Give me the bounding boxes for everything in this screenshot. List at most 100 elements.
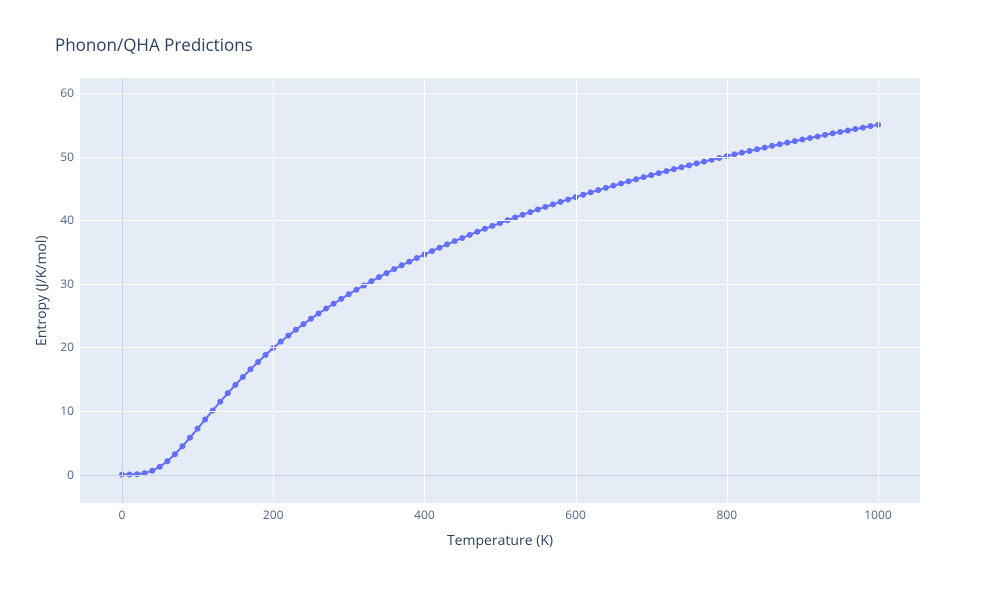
series-marker[interactable] <box>769 143 775 149</box>
series-marker[interactable] <box>822 132 828 138</box>
series-marker[interactable] <box>263 352 269 358</box>
series-marker[interactable] <box>535 206 541 212</box>
series-marker[interactable] <box>542 204 548 210</box>
series-marker[interactable] <box>845 127 851 133</box>
series-marker[interactable] <box>799 137 805 143</box>
series-marker[interactable] <box>414 255 420 261</box>
series-marker[interactable] <box>437 245 443 251</box>
gridline-vertical <box>424 78 425 503</box>
series-marker[interactable] <box>429 248 435 254</box>
series-marker[interactable] <box>830 130 836 136</box>
y-axis-title: Entropy (J/K/mol) <box>32 235 51 346</box>
series-marker[interactable] <box>331 301 337 307</box>
series-marker[interactable] <box>406 259 412 265</box>
series-marker[interactable] <box>346 291 352 297</box>
series-marker[interactable] <box>157 464 163 470</box>
x-tick-label: 1000 <box>864 509 891 521</box>
series-marker[interactable] <box>580 192 586 198</box>
y-tick-label: 50 <box>60 151 74 163</box>
series-marker[interactable] <box>603 185 609 191</box>
series-marker[interactable] <box>784 140 790 146</box>
y-tick-label: 20 <box>60 341 74 353</box>
series-marker[interactable] <box>489 223 495 229</box>
series-marker[interactable] <box>285 333 291 339</box>
series-marker[interactable] <box>278 339 284 345</box>
series-marker[interactable] <box>626 178 632 184</box>
gridline-horizontal <box>80 284 920 285</box>
series-marker[interactable] <box>557 199 563 205</box>
zero-line-horizontal <box>80 475 920 476</box>
series-marker[interactable] <box>459 235 465 241</box>
series-marker[interactable] <box>550 201 556 207</box>
series-marker[interactable] <box>232 382 238 388</box>
series-marker[interactable] <box>694 160 700 166</box>
series-marker[interactable] <box>656 170 662 176</box>
series-marker[interactable] <box>754 146 760 152</box>
series-marker[interactable] <box>701 159 707 165</box>
series-marker[interactable] <box>149 468 155 474</box>
x-tick-label: 400 <box>414 509 435 521</box>
series-marker[interactable] <box>240 374 246 380</box>
series-marker[interactable] <box>747 148 753 154</box>
series-marker[interactable] <box>323 306 329 312</box>
series-marker[interactable] <box>648 172 654 178</box>
series-marker[interactable] <box>187 435 193 441</box>
series-marker[interactable] <box>172 451 178 457</box>
series-marker[interactable] <box>452 238 458 244</box>
series-marker[interactable] <box>391 266 397 272</box>
series-marker[interactable] <box>595 187 601 193</box>
series-marker[interactable] <box>520 212 526 218</box>
series-marker[interactable] <box>164 458 170 464</box>
zero-line-vertical <box>122 78 123 503</box>
series-marker[interactable] <box>852 126 858 132</box>
series-marker[interactable] <box>316 311 322 317</box>
series-marker[interactable] <box>376 274 382 280</box>
series-marker[interactable] <box>618 181 624 187</box>
x-tick-label: 600 <box>565 509 586 521</box>
series-marker[interactable] <box>225 390 231 396</box>
y-tick-label: 30 <box>60 278 74 290</box>
series-marker[interactable] <box>709 157 715 163</box>
series-marker[interactable] <box>663 168 669 174</box>
series-marker[interactable] <box>308 316 314 322</box>
series-marker[interactable] <box>815 133 821 139</box>
gridline-horizontal <box>80 157 920 158</box>
series-marker[interactable] <box>807 135 813 141</box>
series-marker[interactable] <box>641 174 647 180</box>
series-marker[interactable] <box>353 287 359 293</box>
series-marker[interactable] <box>338 296 344 302</box>
series-marker[interactable] <box>527 209 533 215</box>
series-marker[interactable] <box>248 366 254 372</box>
series-marker[interactable] <box>482 226 488 232</box>
series-marker[interactable] <box>762 145 768 151</box>
series-marker[interactable] <box>474 229 480 235</box>
series-marker[interactable] <box>610 183 616 189</box>
series-marker[interactable] <box>837 129 843 135</box>
series-marker[interactable] <box>860 125 866 131</box>
plot-area[interactable] <box>80 78 920 503</box>
series-marker[interactable] <box>792 138 798 144</box>
series-marker[interactable] <box>217 399 223 405</box>
series-marker[interactable] <box>467 232 473 238</box>
x-tick-label: 200 <box>263 509 284 521</box>
series-marker[interactable] <box>444 241 450 247</box>
series-marker[interactable] <box>588 189 594 195</box>
series-marker[interactable] <box>777 141 783 147</box>
gridline-horizontal <box>80 411 920 412</box>
series-marker[interactable] <box>300 321 306 327</box>
series-marker[interactable] <box>678 164 684 170</box>
series-marker[interactable] <box>179 443 185 449</box>
series-marker[interactable] <box>671 166 677 172</box>
series-marker[interactable] <box>293 327 299 333</box>
series-marker[interactable] <box>686 162 692 168</box>
series-marker[interactable] <box>384 270 390 276</box>
series-marker[interactable] <box>255 359 261 365</box>
series-marker[interactable] <box>202 417 208 423</box>
series-marker[interactable] <box>565 196 571 202</box>
series-marker[interactable] <box>195 426 201 432</box>
y-tick-label: 10 <box>60 405 74 417</box>
series-marker[interactable] <box>739 150 745 156</box>
series-marker[interactable] <box>633 176 639 182</box>
series-marker[interactable] <box>867 123 873 129</box>
series-marker[interactable] <box>399 262 405 268</box>
